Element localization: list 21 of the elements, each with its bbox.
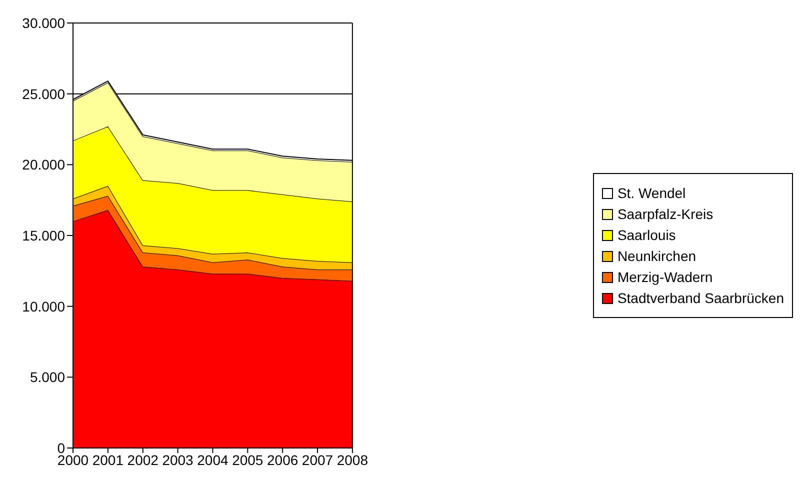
legend-label: Saarlouis — [617, 227, 676, 243]
x-tick-label: 2004 — [197, 452, 228, 468]
x-tick-label: 2001 — [92, 452, 124, 468]
x-tick-label: 2008 — [336, 452, 368, 468]
legend-label: Merzig-Wadern — [617, 269, 713, 285]
legend-label: Stadtverband Saarbrücken — [617, 290, 784, 306]
y-tick-label: 30.000 — [22, 14, 66, 31]
x-tick-label: 2006 — [267, 452, 298, 468]
y-tick-label: 15.000 — [22, 227, 66, 244]
y-tick-label: 20.000 — [22, 156, 66, 173]
x-tick-label: 2003 — [162, 452, 194, 468]
y-tick-label: 25.000 — [22, 86, 66, 102]
y-tick-label: 5.000 — [30, 369, 66, 386]
x-tick-label: 2005 — [232, 452, 264, 468]
legend-label: Neunkirchen — [617, 248, 696, 264]
legend-label: Saarpfalz-Kreis — [617, 206, 714, 222]
y-tick-label: 10.000 — [22, 298, 66, 314]
x-tick-label: 2007 — [302, 452, 334, 468]
y-tick-label: 0 — [57, 440, 66, 456]
legend-label: St. Wendel — [617, 185, 686, 201]
x-tick-label: 2002 — [127, 452, 159, 468]
